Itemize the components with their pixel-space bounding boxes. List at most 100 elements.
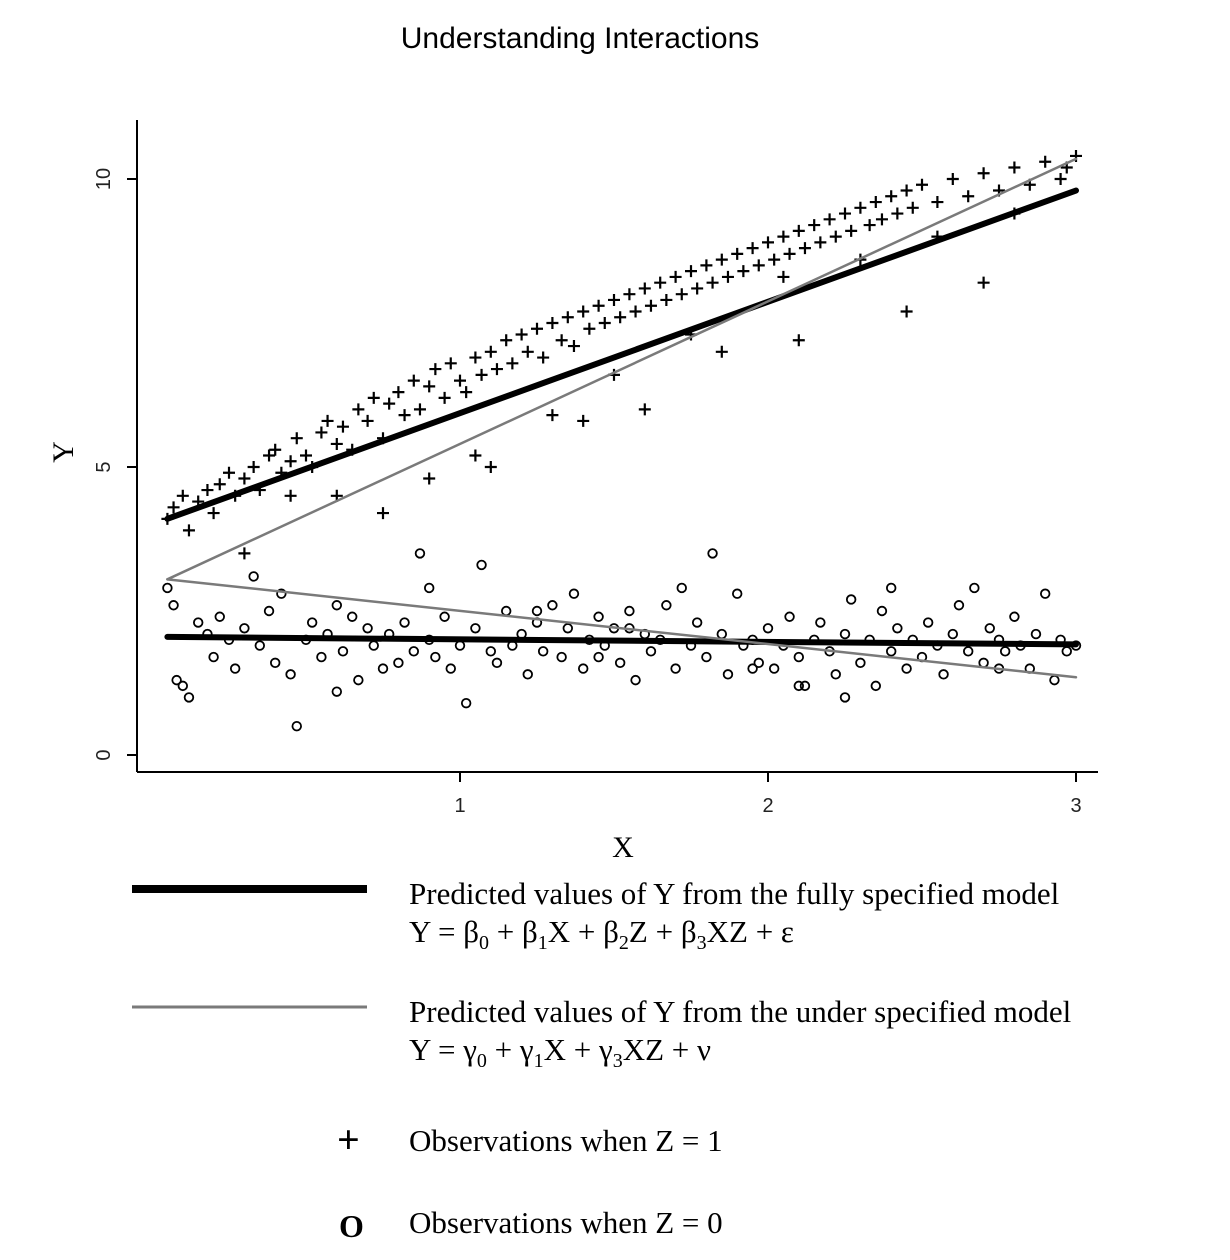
point-z0 — [531, 605, 543, 617]
point-z1 — [863, 219, 876, 232]
point-z1 — [413, 403, 426, 416]
point-z0 — [460, 697, 472, 709]
point-z1 — [469, 351, 482, 364]
point-z0 — [630, 674, 641, 686]
point-z1 — [269, 443, 282, 456]
point-z0 — [855, 657, 866, 669]
point-z0 — [793, 651, 805, 663]
point-z1 — [315, 426, 328, 439]
point-z0 — [753, 657, 764, 669]
point-z1 — [515, 328, 528, 341]
point-z1 — [768, 253, 781, 266]
point-z0 — [263, 605, 275, 617]
point-z1 — [284, 455, 297, 468]
point-z1 — [875, 213, 888, 226]
point-z0 — [784, 611, 795, 622]
point-z0 — [285, 669, 296, 680]
point-z0 — [922, 617, 934, 628]
point-z0 — [953, 600, 965, 611]
point-z1 — [392, 386, 405, 399]
legend-full-label: Predicted values of Y from the fully spe… — [409, 876, 1060, 911]
point-z0 — [445, 663, 456, 674]
point-z0 — [670, 663, 681, 674]
point-z0 — [645, 646, 657, 657]
point-z0 — [377, 663, 389, 674]
point-z0 — [470, 623, 481, 634]
point-z1 — [383, 397, 396, 410]
point-z1 — [484, 345, 497, 358]
point-z1 — [869, 196, 882, 209]
point-z0 — [291, 721, 302, 732]
axes — [136, 120, 1098, 773]
y-axis-title: Y — [47, 441, 80, 463]
point-z0 — [676, 582, 687, 594]
point-z1 — [891, 207, 904, 220]
point-z1 — [906, 201, 919, 214]
point-z1 — [845, 224, 858, 237]
point-z0 — [331, 600, 343, 611]
point-z1 — [798, 242, 811, 255]
point-z0 — [839, 692, 851, 703]
point-z1 — [577, 414, 590, 427]
fit-lines-group — [164, 157, 1079, 679]
legend-under-equation: Y = γ0 + γ1X + γ3XZ + ν — [409, 1032, 712, 1073]
point-z0 — [424, 582, 435, 594]
point-z0 — [661, 600, 672, 611]
point-z1 — [777, 270, 790, 283]
point-z0 — [870, 680, 882, 692]
point-z1 — [946, 173, 959, 185]
point-z0 — [999, 646, 1011, 657]
point-z1 — [460, 386, 473, 399]
point-z1 — [885, 190, 898, 203]
point-z0 — [248, 571, 259, 582]
point-z1 — [429, 363, 442, 376]
chart-title: Understanding Interactions — [400, 22, 760, 55]
point-z1 — [691, 282, 704, 295]
point-z1 — [608, 293, 620, 306]
point-z1 — [352, 403, 365, 416]
fully-specified-fit-line — [164, 633, 1079, 648]
point-z1 — [829, 230, 842, 243]
point-z1 — [962, 190, 975, 203]
point-z1 — [561, 311, 574, 324]
point-z0 — [747, 663, 758, 674]
point-z0 — [886, 582, 897, 594]
point-z0 — [362, 623, 373, 634]
point-z1 — [263, 449, 276, 462]
y-tick-label: 0 — [93, 749, 115, 760]
point-z1 — [213, 478, 226, 491]
point-z1 — [182, 524, 195, 537]
point-z1 — [438, 391, 451, 404]
point-z0 — [578, 663, 589, 674]
point-z0 — [229, 663, 241, 674]
point-z0 — [701, 651, 712, 663]
point-z0 — [485, 646, 497, 657]
point-z0 — [306, 617, 318, 628]
point-z1 — [777, 230, 790, 243]
point-z1 — [500, 334, 513, 347]
point-z1 — [623, 288, 636, 301]
point-z0 — [522, 669, 533, 680]
point-z0 — [316, 651, 327, 663]
point-z1 — [201, 484, 214, 497]
legend-under-eq-prefix: Y = γ — [409, 1032, 477, 1067]
point-z1 — [423, 380, 436, 393]
point-z0 — [454, 640, 466, 651]
point-z0 — [183, 692, 195, 703]
point-z1 — [546, 317, 559, 329]
point-z0 — [938, 669, 949, 680]
legend-z1-label: Observations when Z = 1 — [409, 1123, 723, 1158]
x-axis-title: X — [612, 831, 634, 864]
point-z1 — [398, 409, 411, 422]
legend-circle-marker: O — [339, 1208, 364, 1244]
point-z0 — [337, 646, 349, 657]
point-z1 — [167, 501, 180, 514]
point-z0 — [347, 611, 358, 622]
point-z0 — [568, 588, 580, 599]
point-z1 — [808, 219, 821, 232]
point-z0 — [793, 680, 805, 692]
point-z1 — [223, 466, 235, 479]
point-z0 — [845, 594, 857, 605]
point-z0 — [732, 588, 743, 599]
ticks: 1 2 3 0 5 10 — [93, 168, 1082, 817]
